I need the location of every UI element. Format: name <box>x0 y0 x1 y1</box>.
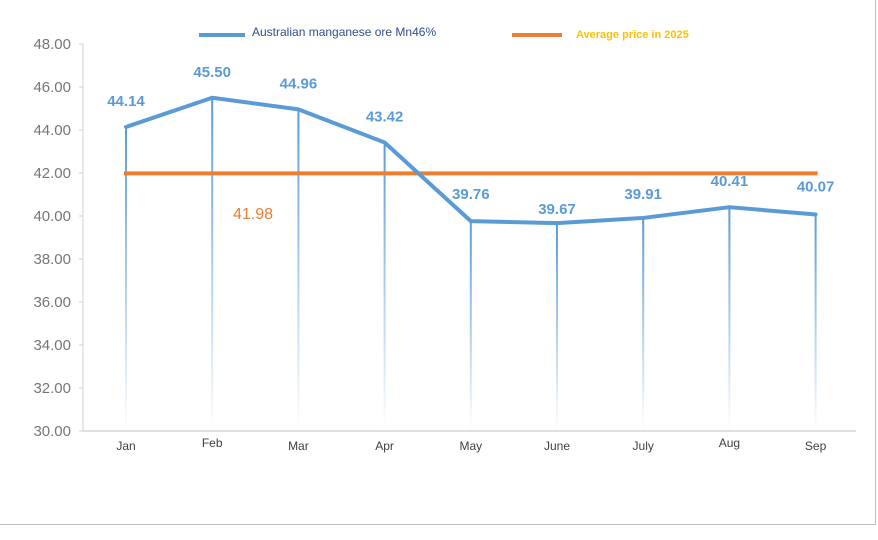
price-data-label: 40.41 <box>711 173 749 190</box>
price-series <box>124 95 818 226</box>
price-line <box>124 95 818 226</box>
y-tick-label: 42.00 <box>33 165 71 182</box>
x-tick-label: Sep <box>805 439 827 453</box>
price-point <box>641 216 645 220</box>
price-data-label: 43.42 <box>366 108 404 125</box>
x-tick-label: July <box>633 439 654 453</box>
y-tick-label: 48.00 <box>33 36 71 53</box>
average-series: 41.98 <box>124 171 818 223</box>
y-tick-label: 44.00 <box>33 122 71 139</box>
price-point <box>814 212 818 216</box>
price-point <box>124 125 128 129</box>
x-axis-ticks: Jan Feb Mar Apr May June July Aug Sep <box>116 436 826 453</box>
price-data-label: 39.67 <box>538 201 576 218</box>
price-data-label: 45.50 <box>193 64 231 81</box>
price-data-label: 44.96 <box>280 75 318 92</box>
price-data-label: 40.07 <box>797 178 835 195</box>
y-tick-label: 32.00 <box>33 380 71 397</box>
chart-frame <box>0 0 876 525</box>
y-tick-label: 40.00 <box>33 208 71 225</box>
price-data-label: 39.76 <box>452 186 490 203</box>
drop-line <box>814 214 817 431</box>
drop-line <box>469 221 472 431</box>
drop-lines <box>125 97 817 432</box>
price-point <box>296 107 300 111</box>
y-tick-label: 38.00 <box>33 251 71 268</box>
x-tick-label: May <box>459 439 482 453</box>
x-tick-label: Aug <box>719 436 740 450</box>
y-axis-ticks: 30.00 32.00 34.00 36.00 38.00 40.00 42.00 44.00… <box>33 36 83 440</box>
drop-line <box>211 97 214 431</box>
drop-line <box>125 126 127 432</box>
price-point <box>555 221 559 225</box>
drop-line <box>297 109 300 432</box>
legend-label-price: Australian manganese ore Mn46% <box>252 25 436 39</box>
drop-line <box>556 223 558 431</box>
legend-label-average: Average price in 2025 <box>576 29 689 41</box>
drop-line <box>383 142 386 431</box>
price-point <box>727 205 731 209</box>
price-data-label: 39.91 <box>624 186 662 203</box>
x-tick-label: Feb <box>202 436 223 450</box>
y-tick-label: 30.00 <box>33 423 71 440</box>
x-tick-label: Jan <box>116 439 135 453</box>
y-tick-label: 36.00 <box>33 294 71 311</box>
y-tick-label: 34.00 <box>33 337 71 354</box>
x-tick-label: June <box>544 439 570 453</box>
x-tick-label: Apr <box>375 439 394 453</box>
legend: Australian manganese ore Mn46% Average p… <box>199 25 689 41</box>
price-point <box>210 96 214 100</box>
average-data-label: 41.98 <box>233 206 273 223</box>
y-tick-label: 46.00 <box>33 79 71 96</box>
price-point <box>383 140 387 144</box>
drop-line <box>642 217 645 431</box>
price-point <box>469 219 473 223</box>
data-labels: 44.14 45.50 44.96 43.42 39.76 39.67 39.91 40.41… <box>107 64 834 218</box>
x-tick-label: Mar <box>288 439 309 453</box>
drop-line <box>728 207 731 431</box>
price-data-label: 44.14 <box>107 93 145 110</box>
